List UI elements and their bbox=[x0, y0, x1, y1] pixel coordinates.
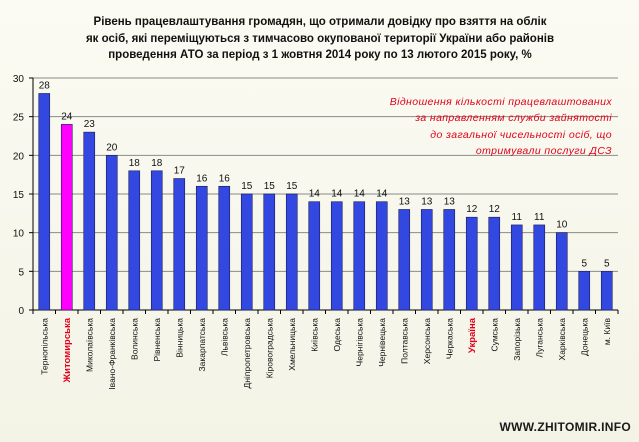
data-label: 13 bbox=[444, 196, 456, 207]
data-label: 14 bbox=[376, 189, 388, 200]
bar bbox=[443, 209, 456, 311]
data-label: 11 bbox=[534, 212, 545, 223]
data-label: 11 bbox=[512, 212, 523, 223]
x-tick-label: Миколаївська bbox=[84, 318, 94, 372]
x-tick-label: Київська bbox=[309, 318, 319, 352]
chart-annotation: Відношення кількості працевлаштованих за… bbox=[389, 96, 612, 157]
y-tick-label: 20 bbox=[13, 151, 25, 162]
x-tick-label: Волинська bbox=[129, 318, 139, 360]
bar bbox=[375, 201, 388, 311]
x-tick-label: Полтавська bbox=[399, 318, 409, 364]
x-tick-label: Рівненська bbox=[152, 318, 162, 362]
data-label: 18 bbox=[129, 158, 141, 169]
bar bbox=[38, 93, 51, 311]
bar bbox=[488, 216, 501, 311]
x-tick-label: Чернівецька bbox=[377, 318, 387, 367]
data-label: 5 bbox=[604, 258, 610, 269]
data-label: 14 bbox=[331, 189, 343, 200]
data-label: 15 bbox=[286, 181, 298, 192]
data-label: 16 bbox=[219, 173, 231, 184]
x-tick-label: Харківська bbox=[557, 318, 567, 361]
data-label: 23 bbox=[84, 119, 96, 130]
x-tick-label: Україна bbox=[467, 317, 478, 353]
bar bbox=[533, 224, 546, 311]
x-tick-label: Луганська bbox=[534, 318, 544, 358]
bar bbox=[83, 131, 96, 311]
bar bbox=[60, 124, 73, 311]
bar bbox=[218, 185, 231, 311]
data-label: 13 bbox=[399, 196, 411, 207]
data-label: 15 bbox=[241, 181, 253, 192]
chart-title: Рівень працевлаштування громадян, що отр… bbox=[85, 16, 555, 62]
x-tick-label: Херсонська bbox=[422, 318, 432, 364]
bar bbox=[308, 201, 321, 311]
bar bbox=[555, 232, 568, 311]
bar bbox=[578, 271, 591, 311]
data-label: 15 bbox=[264, 181, 276, 192]
bar bbox=[105, 155, 118, 311]
x-tick-label: м. Київ bbox=[602, 318, 612, 346]
data-label: 18 bbox=[151, 158, 163, 169]
bar bbox=[353, 201, 366, 311]
x-tick-label: Тернопільська bbox=[39, 318, 49, 375]
y-tick-label: 10 bbox=[13, 229, 25, 240]
x-tick-label: Житомирська bbox=[62, 317, 73, 383]
bar bbox=[150, 170, 163, 311]
bar bbox=[195, 185, 208, 311]
data-label: 12 bbox=[489, 204, 501, 215]
y-tick-label: 15 bbox=[13, 190, 25, 201]
y-tick-label: 0 bbox=[18, 306, 24, 317]
y-tick-label: 25 bbox=[13, 113, 25, 124]
x-tick-label: Львівська bbox=[219, 318, 229, 356]
data-label: 20 bbox=[106, 142, 118, 153]
data-label: 16 bbox=[196, 173, 208, 184]
bar bbox=[285, 193, 298, 311]
bar bbox=[465, 216, 478, 311]
data-label: 13 bbox=[421, 196, 433, 207]
bar bbox=[510, 224, 523, 311]
bar bbox=[263, 193, 276, 311]
x-tick-label: Кіровоградська bbox=[264, 318, 274, 379]
x-tick-label: Донецька bbox=[579, 318, 589, 356]
bar bbox=[600, 271, 613, 311]
y-tick-label: 5 bbox=[18, 267, 24, 278]
x-tick-label: Чернігівська bbox=[354, 318, 364, 367]
bar bbox=[420, 209, 433, 311]
data-label: 14 bbox=[354, 189, 366, 200]
x-tick-label: Черкаська bbox=[444, 318, 454, 359]
data-label: 24 bbox=[61, 111, 73, 122]
x-tick-label: Дніпропетровська bbox=[242, 318, 252, 389]
bar bbox=[398, 209, 411, 311]
bar bbox=[240, 193, 253, 311]
data-label: 10 bbox=[556, 220, 568, 231]
x-tick-label: Закарпатська bbox=[197, 318, 207, 372]
data-label: 5 bbox=[581, 258, 587, 269]
bar bbox=[128, 170, 141, 311]
data-label: 12 bbox=[466, 204, 478, 215]
bar-layer bbox=[38, 93, 613, 311]
bar bbox=[330, 201, 343, 311]
x-tick-label: Запорізька bbox=[512, 318, 522, 361]
x-tick-label: Сумська bbox=[489, 318, 499, 352]
y-tick-label: 30 bbox=[13, 74, 25, 85]
bar bbox=[173, 178, 186, 311]
x-tick-label: Хмельницька bbox=[287, 318, 297, 371]
x-tick-label: Одеська bbox=[332, 318, 342, 352]
label-layer: 28 Тернопільська 24 Житомирська 23 Миколаївсь… bbox=[39, 80, 612, 389]
watermark: WWW.ZHITOMIR.INFO bbox=[499, 420, 631, 434]
x-tick-label: Вінницька bbox=[174, 318, 184, 358]
data-label: 17 bbox=[174, 166, 186, 177]
data-label: 28 bbox=[39, 80, 51, 91]
x-tick-label: Івано-Франківська bbox=[107, 318, 117, 390]
data-label: 14 bbox=[309, 189, 321, 200]
